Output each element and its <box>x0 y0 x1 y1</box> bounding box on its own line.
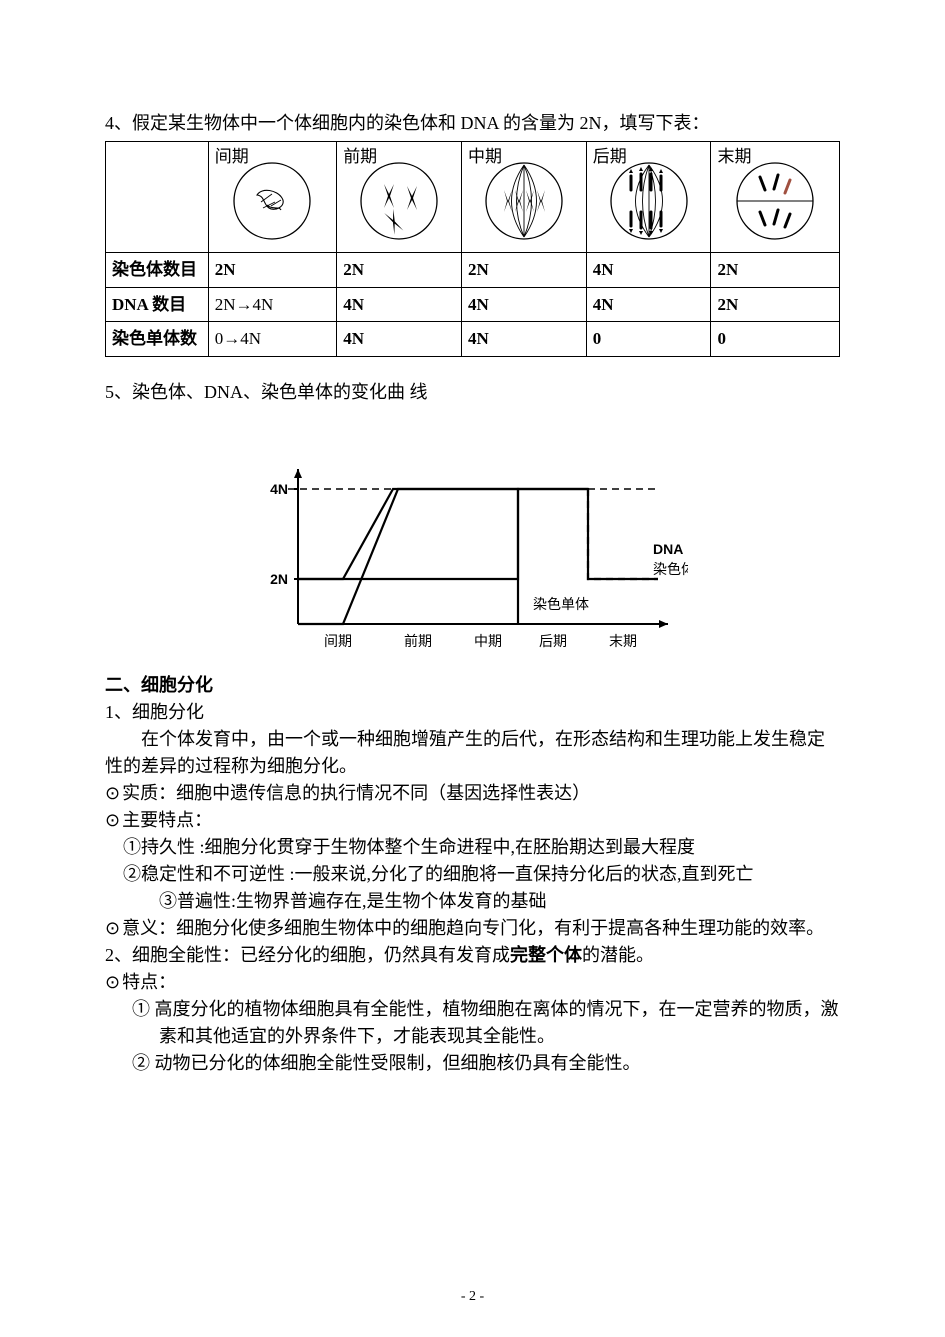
anaphase-icon <box>604 160 694 242</box>
sub2-suffix: 的潜能。 <box>582 945 654 965</box>
page: 4、假定某生物体中一个体细胞内的染色体和 DNA 的含量为 2N，填写下表： 间… <box>0 0 945 1337</box>
cell: 4N <box>337 287 462 322</box>
cell: 0 <box>711 322 840 357</box>
phase-label: 间期 <box>215 144 249 170</box>
prophase-icon <box>354 160 444 242</box>
q5-prompt: 5、染色体、DNA、染色单体的变化曲 线 <box>105 379 840 406</box>
essence-text: 细胞中遗传信息的执行情况不同（基因选择性表达） <box>176 783 590 803</box>
sub1-def: 在个体发育中，由一个或一种细胞增殖产生的后代，在形态结构和生理功能上发生稳定性的… <box>105 726 840 780</box>
phase-cell-telophase: 末期 <box>711 142 840 253</box>
row-label: 染色单体数 <box>106 322 209 357</box>
chart-container: 2N 4N DNA 染色体染色单体间期 前期 中期 后期 末期 <box>105 414 840 654</box>
cell: 2N <box>711 287 840 322</box>
sub2-title: 2、细胞全能性：已经分化的细胞，仍然具有发育成完整个体的潜能。 <box>105 942 840 969</box>
interphase-icon <box>227 160 317 242</box>
meaning-line: 意义：细胞分化使多细胞生物体中的细胞趋向专门化，有利于提高各种生理功能的效率。 <box>105 915 840 942</box>
section2-heading: 二、细胞分化 <box>105 672 840 699</box>
phase-label: 前期 <box>343 144 377 170</box>
cell: 0→4N <box>208 322 336 357</box>
svg-text:4N: 4N <box>270 481 288 497</box>
cell: 4N <box>461 287 586 322</box>
svg-text:染色体: 染色体 <box>653 561 688 577</box>
cell: 4N <box>586 287 711 322</box>
row-label: 染色体数目 <box>106 253 209 288</box>
sub1-title: 1、细胞分化 <box>105 699 840 726</box>
cell: 2N <box>711 253 840 288</box>
chromosome-count-row: 染色体数目 2N 2N 2N 4N 2N <box>106 253 840 288</box>
svg-text:2N: 2N <box>270 571 288 587</box>
cell: 4N <box>461 322 586 357</box>
meaning-label: 意义： <box>105 918 176 938</box>
phase-image-row: 间期 前期 中期 <box>106 142 840 253</box>
phase-cell-anaphase: 后期 <box>586 142 711 253</box>
essence-label: 实质： <box>105 783 176 803</box>
feature-2: ②稳定性和不可逆性 :一般来说,分化了的细胞将一直保持分化后的状态,直到死亡 <box>105 861 840 888</box>
features-label: 主要特点： <box>105 810 212 830</box>
tedian-1: ① 高度分化的植物体细胞具有全能性，植物细胞在离体的情况下，在一定营养的物质，激… <box>132 996 840 1050</box>
dna-count-row: DNA 数目 2N→4N 4N 4N 4N 2N <box>106 287 840 322</box>
mitosis-table: 间期 前期 中期 <box>105 141 840 357</box>
svg-text:间期: 间期 <box>324 634 352 650</box>
svg-text:末期: 末期 <box>609 634 637 650</box>
tedian-label: 特点： <box>105 972 176 992</box>
page-number: - 2 - <box>0 1286 945 1307</box>
cell: 2N <box>461 253 586 288</box>
cell: 4N <box>586 253 711 288</box>
tedian-label-line: 特点： <box>105 969 840 996</box>
chromatid-count-row: 染色单体数 0→4N 4N 4N 0 0 <box>106 322 840 357</box>
row-label: DNA 数目 <box>106 287 209 322</box>
sub2-bold: 完整个体 <box>510 945 582 965</box>
svg-text:后期: 后期 <box>539 634 567 650</box>
svg-text:中期: 中期 <box>474 634 502 650</box>
feature-3: ③普遍性:生物界普遍存在,是生物个体发育的基础 <box>105 888 840 915</box>
meaning-text: 细胞分化使多细胞生物体中的细胞趋向专门化，有利于提高各种生理功能的效率。 <box>176 918 824 938</box>
cell: 2N→4N <box>208 287 336 322</box>
phase-label: 末期 <box>717 144 751 170</box>
cell: 0 <box>586 322 711 357</box>
features-label-line: 主要特点： <box>105 807 840 834</box>
svg-text:DNA: DNA <box>653 541 683 557</box>
cell: 4N <box>337 322 462 357</box>
phase-label: 中期 <box>468 144 502 170</box>
cell: 2N <box>337 253 462 288</box>
svg-text:前期: 前期 <box>404 633 432 650</box>
blank-header <box>106 142 209 253</box>
metaphase-icon <box>479 160 569 242</box>
tedian-2: ② 动物已分化的体细胞全能性受限制，但细胞核仍具有全能性。 <box>132 1050 840 1077</box>
phase-cell-metaphase: 中期 <box>461 142 586 253</box>
phase-cell-interphase: 间期 <box>208 142 336 253</box>
sub2-prefix: 2、细胞全能性：已经分化的细胞，仍然具有发育成 <box>105 945 510 965</box>
cell: 2N <box>208 253 336 288</box>
phase-line-chart: 2N 4N DNA 染色体染色单体间期 前期 中期 后期 末期 <box>258 414 688 654</box>
phase-cell-prophase: 前期 <box>337 142 462 253</box>
feature-1: ①持久性 :细胞分化贯穿于生物体整个生命进程中,在胚胎期达到最大程度 <box>105 834 840 861</box>
telophase-icon <box>730 160 820 242</box>
q4-prompt: 4、假定某生物体中一个体细胞内的染色体和 DNA 的含量为 2N，填写下表： <box>105 110 840 137</box>
svg-text:染色单体: 染色单体 <box>533 596 589 612</box>
phase-label: 后期 <box>593 144 627 170</box>
essence-line: 实质：细胞中遗传信息的执行情况不同（基因选择性表达） <box>105 780 840 807</box>
